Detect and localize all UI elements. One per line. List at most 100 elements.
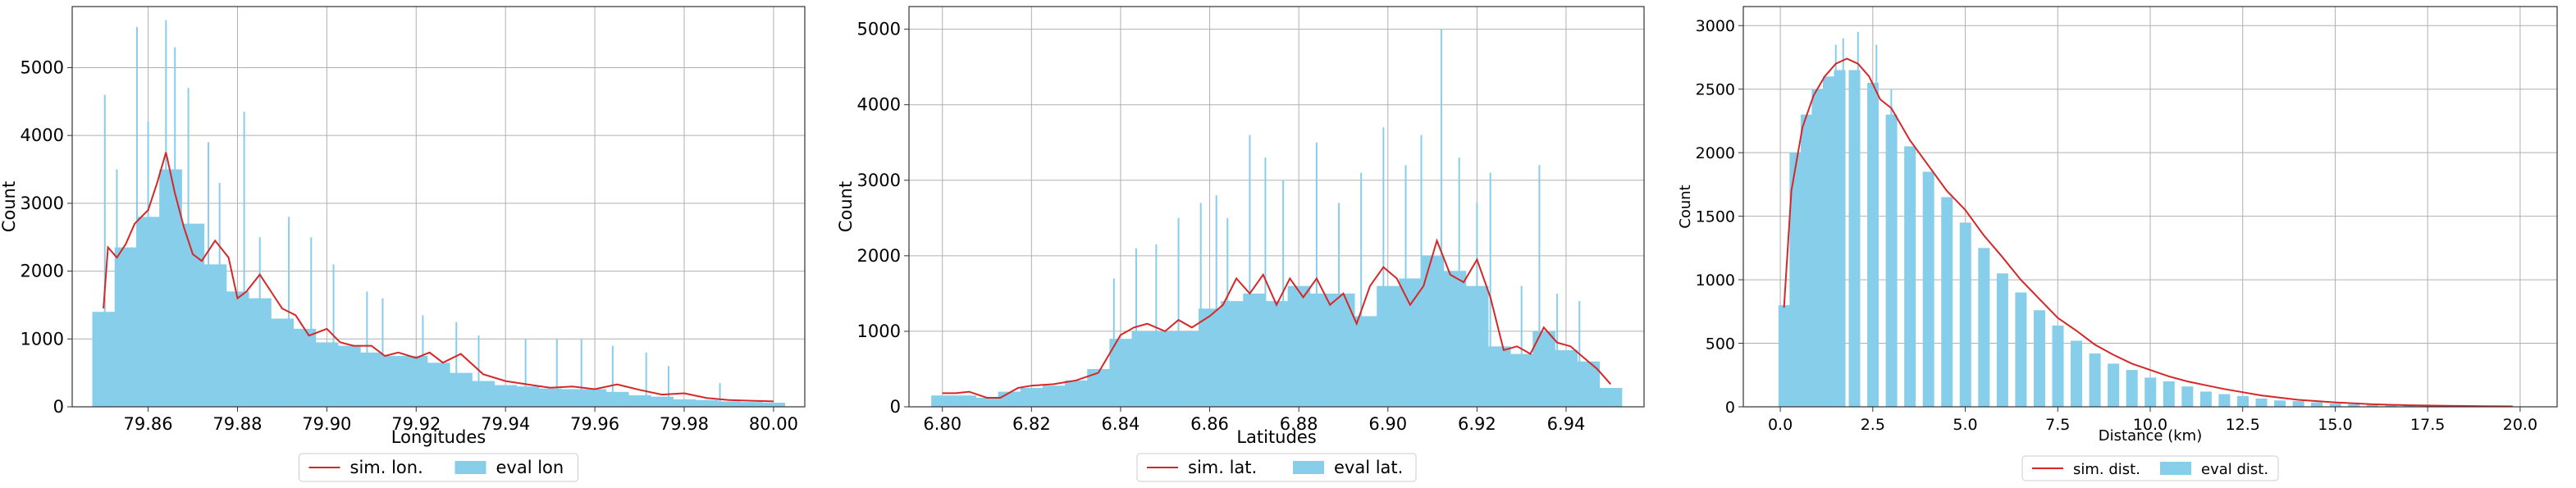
histogram-spike xyxy=(310,237,313,407)
histogram-bar xyxy=(1922,171,1934,407)
histogram-bar xyxy=(2385,405,2397,407)
y-axis-label: Count xyxy=(1677,185,1694,228)
histogram-spike xyxy=(1282,180,1285,407)
legend: sim. lon. eval lon xyxy=(299,453,578,482)
x-tick-label: 79.98 xyxy=(660,414,709,434)
histogram-spike xyxy=(1315,142,1318,408)
histogram-spike xyxy=(1489,172,1491,407)
histogram-spike xyxy=(1177,217,1180,407)
histogram-bar xyxy=(1153,331,1177,407)
histogram-bar xyxy=(1443,271,1467,407)
histogram-bar xyxy=(1042,385,1066,407)
histogram-spike xyxy=(1890,89,1893,407)
histogram-spike xyxy=(258,237,261,407)
histogram-spike xyxy=(455,322,458,407)
y-tick-label: 2000 xyxy=(1696,144,1735,162)
histogram-bar xyxy=(931,395,954,407)
histogram-spike xyxy=(165,20,167,408)
histogram-bar xyxy=(1959,222,1971,407)
histogram-spike xyxy=(1226,217,1229,407)
x-tick-label: 5.0 xyxy=(1953,416,1977,434)
histogram-bar xyxy=(2033,310,2045,407)
histogram-bar xyxy=(998,391,1021,407)
x-tick-label: 79.86 xyxy=(124,414,173,434)
histogram-bar xyxy=(2236,395,2249,407)
histogram-bar xyxy=(1555,349,1578,407)
histogram-bar xyxy=(1020,387,1044,407)
histogram-spike xyxy=(1857,31,1859,407)
histogram-bar xyxy=(427,363,450,407)
histogram-spike xyxy=(719,383,721,407)
legend-label: eval lat. xyxy=(1334,458,1403,477)
histogram-bar xyxy=(2163,381,2175,407)
histogram-spike xyxy=(174,47,176,408)
legend-bar-swatch xyxy=(454,461,486,474)
legend-box xyxy=(2021,455,2279,481)
histogram-bar xyxy=(651,396,674,407)
latitudes-histogram: 6.80 6.82 6.84 6.86 6.88 6.90 6.92 6.94 0 1000 200… xyxy=(836,6,1645,482)
legend-label: sim. lon. xyxy=(350,458,423,477)
histogram-bar xyxy=(404,355,428,407)
legend-box xyxy=(1136,453,1417,482)
y-tick-label: 4000 xyxy=(21,125,64,145)
x-tick-label: 6.92 xyxy=(1458,414,1496,434)
histogram-bar xyxy=(740,402,763,407)
x-tick-label: 15.0 xyxy=(2318,416,2352,434)
legend-label: sim. lat. xyxy=(1188,458,1257,477)
histogram-spike xyxy=(147,121,149,407)
x-tick-label: 79.92 xyxy=(391,414,441,434)
histogram-bar xyxy=(2274,400,2286,407)
histogram-bar xyxy=(1287,285,1311,407)
histogram-bar xyxy=(2181,386,2194,407)
x-axis-label: Longitudes xyxy=(391,427,486,447)
y-tick-label: 1500 xyxy=(1696,208,1735,226)
histogram-bar xyxy=(2348,404,2360,407)
x-tick-label: 79.90 xyxy=(302,414,351,434)
histogram-bar xyxy=(2052,325,2064,407)
histogram-spike xyxy=(218,183,221,407)
histogram-bar xyxy=(2292,401,2304,407)
histogram-spike xyxy=(422,315,424,407)
histogram-bar xyxy=(2218,394,2231,407)
histogram-bar xyxy=(1996,273,2008,407)
histogram-spike xyxy=(1556,293,1559,407)
histogram-bar xyxy=(583,389,607,407)
histogram-spike xyxy=(1875,44,1878,407)
histogram-bar xyxy=(2403,405,2415,407)
histogram-bar xyxy=(1941,197,1953,407)
x-tick-label: 80.00 xyxy=(749,414,798,434)
histogram-bar xyxy=(114,247,138,407)
histogram-spike xyxy=(667,366,669,407)
histogram-bar xyxy=(2089,353,2101,407)
x-tick-label: 6.90 xyxy=(1368,414,1407,434)
y-tick-label: 2500 xyxy=(1696,81,1735,99)
histogram-bar xyxy=(539,388,562,407)
histogram-spike xyxy=(645,352,647,407)
longitudes-histogram: 79.86 79.88 79.90 79.92 79.94 79.96 79.98 80.00… xyxy=(0,6,806,482)
x-tick-label: 17.5 xyxy=(2410,416,2445,434)
x-tick-label: 79.96 xyxy=(570,414,619,434)
histogram-bar xyxy=(1811,89,1824,407)
histogram-spike xyxy=(366,291,368,407)
histogram-spike xyxy=(135,26,138,407)
sim-line xyxy=(942,238,1612,399)
y-tick-label: 0 xyxy=(890,397,901,417)
histogram-bar xyxy=(628,395,651,407)
histogram-bar xyxy=(2126,370,2138,407)
histogram-spike xyxy=(1538,165,1541,407)
histogram-bar xyxy=(1131,331,1155,407)
histogram-bar xyxy=(1822,76,1834,407)
histogram-spike xyxy=(1420,135,1423,407)
histogram-bar xyxy=(293,328,317,407)
histogram-bar xyxy=(226,291,249,407)
histogram-spike xyxy=(1476,203,1478,407)
histogram-bar xyxy=(315,342,339,407)
y-tick-label: 3000 xyxy=(857,171,901,190)
x-tick-label: 6.82 xyxy=(1012,414,1051,434)
histogram-spike xyxy=(103,94,106,407)
y-tick-label: 1000 xyxy=(21,329,64,349)
x-tick-label: 6.80 xyxy=(923,414,961,434)
histogram-bar xyxy=(2255,398,2268,407)
histogram-bar xyxy=(2108,363,2120,407)
x-tick-label: 6.94 xyxy=(1547,414,1586,434)
